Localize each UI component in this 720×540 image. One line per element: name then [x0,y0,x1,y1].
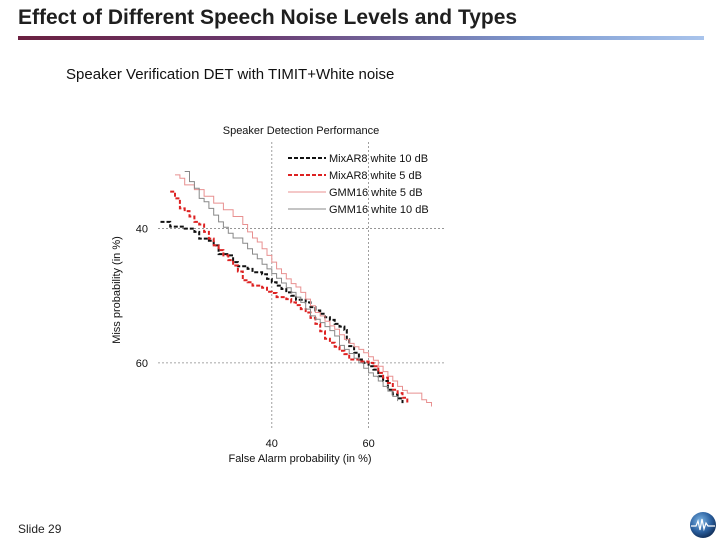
x-tick-60: 60 [362,438,374,450]
slide-title: Effect of Different Speech Noise Levels … [18,6,518,29]
legend: MixAR8 white 10 dB MixAR8 white 5 dB GMM… [288,153,429,216]
series-line-mixar8-5db [170,190,409,404]
series-line-mixar8-10db [160,220,404,404]
y-axis-label: Miss probability (in %) [111,236,123,344]
legend-label-gmm16-10db: GMM16 white 10 dB [329,204,429,216]
slide-subtitle: Speaker Verification DET with TIMIT+Whit… [66,66,395,83]
legend-label-mixar8-5db: MixAR8 white 5 dB [329,170,422,182]
title-rule [18,36,704,40]
y-tick-40: 60 [136,358,148,370]
y-tick-60: 40 [136,224,148,236]
legend-label-gmm16-5db: GMM16 white 5 dB [329,187,423,199]
chart-title: Speaker Detection Performance [223,125,380,137]
x-axis-label: False Alarm probability (in %) [228,453,371,465]
legend-label-mixar8-10db: MixAR8 white 10 dB [329,153,428,165]
series-line-gmm16-10db [184,171,399,402]
grid [158,142,446,430]
slide-number: Slide 29 [18,522,62,536]
series-lines [160,171,432,407]
series-line-gmm16-5db [175,174,432,407]
globe-logo-icon [690,512,716,538]
x-tick-40: 40 [266,438,278,450]
det-chart: Speaker Detection Performance 40 60 40 6… [111,125,446,465]
